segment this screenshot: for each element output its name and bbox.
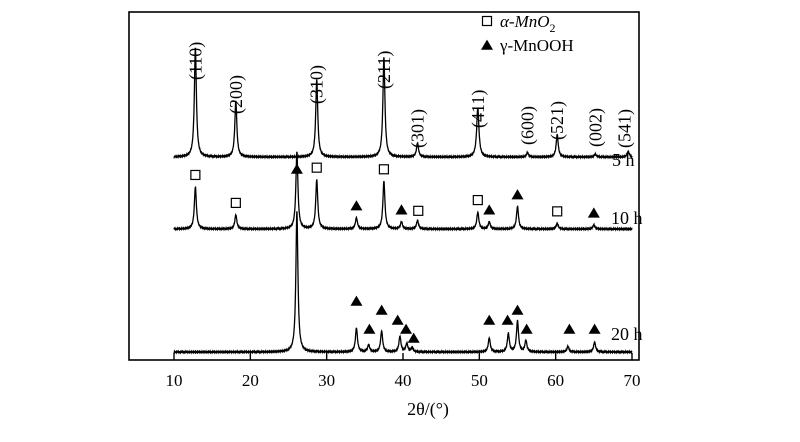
- gamma-mnooh-marker: [520, 323, 533, 334]
- gamma-mnooh-marker: [511, 304, 524, 315]
- gamma-mnooh-marker: [588, 323, 601, 334]
- alpha-mno2-marker: [190, 169, 201, 181]
- trace-2-line: [173, 211, 633, 355]
- peak-label: (110): [185, 42, 206, 80]
- gamma-mnooh-marker: [400, 323, 413, 334]
- trace-1-line: [173, 151, 633, 232]
- trace-label: 10 h: [611, 208, 643, 228]
- gamma-mnooh-marker: [407, 332, 420, 343]
- peak-label: (411): [468, 90, 489, 128]
- gamma-mnooh-marker: [483, 204, 496, 215]
- gamma-mnooh-marker: [483, 314, 496, 325]
- peak-label: (002): [585, 108, 606, 147]
- x-tick-label: 70: [624, 371, 641, 390]
- x-tick-label: 50: [471, 371, 488, 390]
- peak-label: (301): [408, 109, 429, 148]
- peak-label: (200): [226, 75, 247, 114]
- x-tick-label: 60: [547, 371, 564, 390]
- gamma-mnooh-marker: [587, 207, 600, 218]
- legend-alpha-sub: 2: [550, 21, 556, 35]
- legend-gamma-label: γ-MnOOH: [499, 36, 574, 55]
- gamma-mnooh-marker: [375, 304, 388, 315]
- alpha-mno2-marker: [472, 194, 483, 206]
- x-tick-label: 10: [166, 371, 183, 390]
- trace-label: 20 h: [611, 324, 643, 344]
- legend-alpha-label: α-MnO2: [500, 12, 556, 35]
- gamma-mnooh-marker: [290, 163, 303, 174]
- gamma-mnooh-marker: [563, 323, 576, 334]
- x-axis: 10 20 30 40 50 60 70: [166, 353, 641, 390]
- gamma-mnooh-marker: [350, 295, 363, 306]
- gamma-mnooh-marker: [501, 314, 514, 325]
- gamma-mnooh-marker: [391, 314, 404, 325]
- x-axis-title: 2θ/(°): [407, 399, 449, 420]
- peak-label: (600): [517, 106, 538, 145]
- plot-frame: [128, 11, 640, 361]
- peak-label: (211): [374, 51, 395, 89]
- peak-label: (541): [614, 109, 635, 148]
- peak-label: (310): [307, 65, 328, 104]
- phase-markers-layer: [190, 15, 601, 343]
- legend-square-icon: [481, 15, 493, 27]
- peak-labels-layer: (110) (200) (310) (211) (301) (411) (600) (521)…: [185, 42, 635, 148]
- alpha-mno2-marker: [230, 197, 241, 209]
- legend-triangle-icon: [481, 39, 493, 50]
- trace-0-line: [173, 47, 633, 160]
- alpha-mno2-marker: [413, 205, 424, 216]
- alpha-mno2-marker: [552, 206, 563, 217]
- legend-alpha-text: α-MnO: [500, 12, 550, 31]
- gamma-mnooh-marker: [395, 204, 408, 215]
- alpha-mno2-marker: [378, 164, 390, 175]
- gamma-mnooh-marker: [350, 200, 363, 211]
- x-tick-label: 30: [318, 371, 335, 390]
- peak-label: (521): [547, 101, 568, 140]
- alpha-mno2-marker: [311, 162, 322, 173]
- gamma-mnooh-marker: [511, 189, 524, 200]
- traces-layer: 5 h 10 h 20 h: [173, 47, 643, 355]
- x-tick-label: 40: [395, 371, 412, 390]
- gamma-mnooh-marker: [363, 323, 376, 334]
- trace-label: 5 h: [612, 150, 635, 170]
- x-tick-label: 20: [242, 371, 259, 390]
